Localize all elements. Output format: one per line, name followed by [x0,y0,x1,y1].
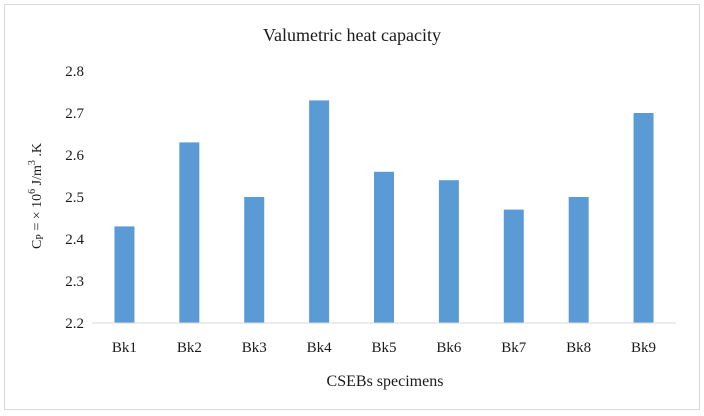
y-tick-label: 2.4 [65,232,84,248]
bar-bk3 [244,197,265,323]
bar-bk9 [633,113,654,323]
y-tick-label: 2.2 [65,316,84,332]
y-label-subscript: P [35,234,46,240]
x-tick-label: Bk3 [242,340,267,356]
y-tick-label: 2.8 [65,64,84,80]
y-tick-label: 2.3 [65,274,84,290]
x-tick-label: Bk5 [371,340,396,356]
y-label-unit: J/m [30,165,45,189]
bar-bk1 [114,226,135,323]
bar-bk4 [309,100,330,324]
bar-bk2 [179,142,200,323]
y-tick-label: 2.6 [65,148,84,164]
bars [114,100,654,324]
x-tick-label: Bk9 [631,340,656,356]
y-axis-label: CP = × 106 J/m3 .K [27,143,46,249]
y-tick-labels: 2.2 2.3 2.4 2.5 2.6 2.7 2.8 [65,64,84,332]
x-tick-label: Bk4 [307,340,333,356]
bar-bk7 [503,209,524,323]
x-tick-label: Bk8 [566,340,591,356]
chart-title: Valumetric heat capacity [263,25,441,45]
x-tick-labels: Bk1 Bk2 Bk3 Bk4 Bk5 Bk6 Bk7 Bk8 Bk9 [112,340,656,356]
bar-bk5 [374,171,394,323]
bar-bk8 [568,197,589,323]
bar-bk6 [438,180,459,323]
y-tick-label: 2.5 [65,190,84,206]
x-tick-label: Bk7 [501,340,527,356]
x-tick-label: Bk2 [177,340,202,356]
y-label-prefix: C [30,240,45,249]
x-tick-label: Bk6 [436,340,462,356]
x-tick-label: Bk1 [112,340,137,356]
x-axis-label: CSEBs specimens [327,373,444,390]
y-label-tail: .K [30,143,45,160]
y-label-unit-exponent: 3 [27,160,38,165]
y-label-middle: = × 10 [30,194,45,234]
y-tick-label: 2.7 [65,106,84,122]
svg-text:CP = × 106 J/m3 .K: CP = × 106 J/m3 .K [27,143,46,249]
y-label-exponent: 6 [27,189,38,194]
